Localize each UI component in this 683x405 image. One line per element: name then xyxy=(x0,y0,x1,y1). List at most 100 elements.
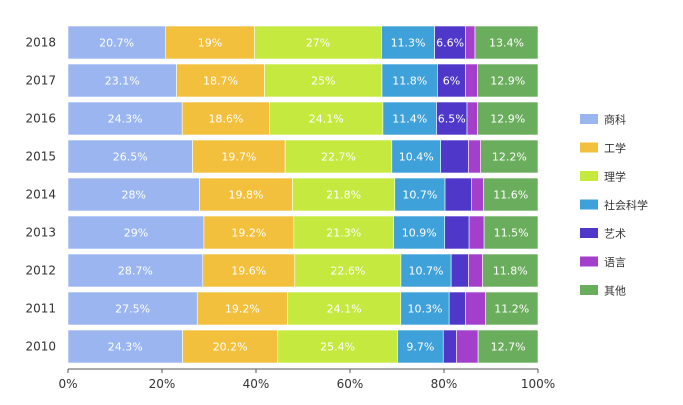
bar-data-label: 11.8% xyxy=(493,265,528,278)
bar-segment xyxy=(477,329,539,364)
legend-swatch xyxy=(580,228,598,238)
bar-data-label: 12.7% xyxy=(491,341,526,354)
bar-segment xyxy=(466,101,478,136)
legend-label: 理学 xyxy=(604,170,626,184)
bar-data-label: 6% xyxy=(443,75,460,88)
bar-data-label: 26.5% xyxy=(113,151,148,164)
y-axis-categories: 2018 2017 2016 2015 2014 2013 2012 2011 2010 xyxy=(25,36,56,354)
bar-data-label: 11.5% xyxy=(494,227,529,240)
bar-segment xyxy=(202,253,296,288)
bar-segment xyxy=(67,101,183,136)
bar-segment xyxy=(436,101,468,136)
bar-segment xyxy=(440,139,469,174)
category-label: 2011 xyxy=(25,302,56,316)
bar-data-label: 11.8% xyxy=(392,75,427,88)
bar-data-label: 11.6% xyxy=(493,189,528,202)
bar-segment xyxy=(400,291,450,326)
category-label: 2014 xyxy=(25,188,56,202)
bar-segment xyxy=(264,63,383,98)
bar-data-label: 19.2% xyxy=(225,303,260,316)
bar-data-label: 20.7% xyxy=(99,37,134,50)
bar-data-label: 18.6% xyxy=(208,113,243,126)
bar-segment xyxy=(477,63,539,98)
bar-segment xyxy=(465,291,486,326)
bar-segment xyxy=(67,215,205,250)
x-axis: 0% 20% 40% 60% 80% 100% xyxy=(58,368,555,391)
bar-data-label: 27.5% xyxy=(115,303,150,316)
category-label: 2018 xyxy=(25,36,56,50)
bar-segment xyxy=(482,253,539,288)
bar-segment xyxy=(381,25,435,60)
bar-segment xyxy=(442,329,457,364)
bar-segment xyxy=(448,291,466,326)
bar-segment xyxy=(294,253,402,288)
bar-data-label: 19.6% xyxy=(231,265,266,278)
bar-segment xyxy=(287,291,402,326)
bar-segment xyxy=(254,25,382,60)
bar-segment xyxy=(465,63,478,98)
bar-segment xyxy=(176,63,265,98)
bar-data-label: 12.2% xyxy=(492,151,527,164)
bar-segment xyxy=(474,25,539,60)
legend-label: 语言 xyxy=(604,256,626,269)
bar-data-label: 19.8% xyxy=(228,189,263,202)
bar-data-label: 11.3% xyxy=(391,37,426,50)
legend-label: 其他 xyxy=(604,285,626,298)
legend-swatch xyxy=(580,199,598,210)
bar-data-label: 23.1% xyxy=(105,75,140,88)
bar-segment xyxy=(444,177,472,212)
bar-segment xyxy=(471,177,484,212)
bar-data-label: 10.4% xyxy=(399,151,434,164)
bar-data-label: 19.2% xyxy=(231,227,266,240)
bar-data-label: 22.7% xyxy=(321,151,356,164)
bars-layer: 20.7% 19% 27% 11.3% 6.6% 13.4% 23.1% 18.7% 25% 11… xyxy=(67,25,539,364)
bar-segment xyxy=(293,215,394,250)
bar-data-label: 9.7% xyxy=(406,341,434,354)
legend-label: 社会科学 xyxy=(604,198,648,212)
bar-data-label: 13.4% xyxy=(489,37,524,50)
category-label: 2017 xyxy=(25,74,56,88)
bar-segment xyxy=(181,101,270,136)
bar-segment xyxy=(450,253,469,288)
bar-data-label: 10.3% xyxy=(407,303,442,316)
bar-segment xyxy=(67,25,166,60)
bar-segment xyxy=(400,253,452,288)
bar-data-label: 21.3% xyxy=(326,227,361,240)
bar-data-label: 11.4% xyxy=(392,113,427,126)
legend-swatch xyxy=(580,256,598,267)
x-tick-label: 80% xyxy=(431,377,458,391)
category-label: 2016 xyxy=(25,112,56,126)
bar-segment xyxy=(483,215,539,250)
bar-segment xyxy=(382,101,437,136)
bar-segment xyxy=(444,215,470,250)
legend-swatch xyxy=(580,171,598,181)
bar-segment xyxy=(391,139,442,174)
bar-data-label: 6.6% xyxy=(436,37,464,50)
x-tick-label: 100% xyxy=(521,377,555,391)
bar-data-label: 28.7% xyxy=(118,265,153,278)
bar-data-label: 12.9% xyxy=(490,113,525,126)
bar-data-label: 24.3% xyxy=(108,341,143,354)
bar-segment xyxy=(182,329,279,364)
bar-segment xyxy=(456,329,479,364)
bar-segment xyxy=(477,101,539,136)
category-label: 2013 xyxy=(25,226,56,240)
bar-segment xyxy=(468,253,483,288)
legend-label: 艺术 xyxy=(604,228,626,241)
category-label: 2012 xyxy=(25,264,56,278)
legend-label: 商科 xyxy=(604,113,626,127)
bar-data-label: 25.4% xyxy=(320,341,355,354)
bar-data-label: 12.9% xyxy=(490,75,525,88)
bar-segment xyxy=(397,329,444,364)
x-tick-label: 20% xyxy=(149,377,176,391)
bar-segment xyxy=(67,291,198,326)
bar-data-label: 24.3% xyxy=(108,113,143,126)
bar-segment xyxy=(480,139,539,174)
bar-data-label: 18.7% xyxy=(203,75,238,88)
category-label: 2010 xyxy=(25,340,56,354)
bar-data-label: 28% xyxy=(122,189,146,202)
category-label: 2015 xyxy=(25,150,56,164)
